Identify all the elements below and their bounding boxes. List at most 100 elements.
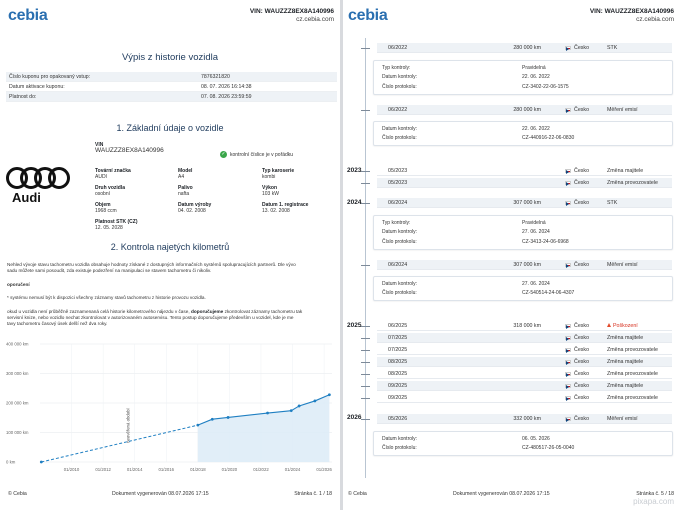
section-basic-info-title: 1. Základní údaje o vozidle xyxy=(116,123,224,133)
spec-label: Datum 1. registrace xyxy=(262,202,309,208)
detail-line: Číslo protokolu: CZ-540514-24-06-4307 xyxy=(374,289,672,299)
event: Změna provozovatele xyxy=(607,394,658,401)
timeline-tick xyxy=(361,338,370,339)
footer-copyright: © Cebia xyxy=(348,491,367,497)
timeline-year: 2023 xyxy=(347,167,362,174)
timeline-year: 2024 xyxy=(347,199,362,206)
detail-line: Datum kontroly: 06. 05. 2026 xyxy=(374,434,672,444)
warning-icon xyxy=(607,323,611,327)
coupon-value: 7876321820 xyxy=(201,73,230,80)
header-vin-text: VIN: WAUZZZ8EX8A140996 xyxy=(589,8,674,15)
timeline-tick xyxy=(361,374,370,375)
coupon-row: Číslo kuponu pro opakovaný vstup: 7876321… xyxy=(6,72,337,82)
timeline-tick xyxy=(361,350,370,351)
x-tick-label: 01/2010 xyxy=(64,467,80,472)
detail-line: Datum kontroly: 27. 06. 2024 xyxy=(374,228,672,238)
row-date: 08/2025 xyxy=(388,358,408,365)
validity-row: Platnost do: 07. 08. 2026 23:59:59 xyxy=(6,92,337,102)
detail-value: 22. 06. 2022 xyxy=(522,125,550,132)
history-row: 09/2025 Česko Změna provozovatele xyxy=(377,393,672,403)
detail-value: Pravidelná xyxy=(522,219,546,226)
spec-value: 1968 ccm xyxy=(95,208,117,215)
timeline-axis xyxy=(365,38,366,478)
spec-value: AUDI xyxy=(95,174,107,181)
row-mileage: 280 000 km xyxy=(513,106,541,113)
timeline-tick xyxy=(361,362,370,363)
header-site[interactable]: cz.cebia.com xyxy=(636,16,674,23)
data-point-5 xyxy=(289,409,293,413)
rec-text-c: zkontrolovat záznamy tachometru tak xyxy=(224,309,303,314)
recommendation-text: okud u vozidla není průběžně zaznamenaná… xyxy=(7,309,337,328)
detail-value: CZ-3402-22-06-1575 xyxy=(522,83,569,90)
history-row: 09/2025 Česko Změna majitele xyxy=(377,381,672,391)
header-vin-text: VIN: WAUZZZ8EX8A140996 xyxy=(249,8,334,15)
spec-label: Druh vozidla xyxy=(95,185,126,191)
detail-value: 22. 06. 2022 xyxy=(522,74,550,81)
watermark: pixapa.com xyxy=(633,497,674,506)
detail-label: Datum kontroly: xyxy=(382,280,418,287)
country-text: Česko xyxy=(574,322,590,329)
coupon-info-table: Číslo kuponu pro opakovaný vstup: 7876321… xyxy=(6,72,337,102)
czech-flag-icon xyxy=(565,347,571,353)
row-date: 06/2024 xyxy=(388,199,408,206)
header-site[interactable]: cz.cebia.com xyxy=(296,16,334,23)
verified-area xyxy=(197,394,330,462)
row-country: Česko xyxy=(565,45,607,51)
row-date: 06/2022 xyxy=(388,44,408,51)
validity-value: 07. 08. 2026 23:59:59 xyxy=(201,93,252,100)
timeline-tick xyxy=(361,171,370,172)
history-row: 08/2025 Česko Změna majitele xyxy=(377,357,672,367)
inspection-detail-card: Datum kontroly: 22. 06. 2022 Číslo protoko… xyxy=(373,121,673,146)
country-text: Česko xyxy=(574,106,590,113)
czech-flag-icon xyxy=(565,262,571,268)
event: STK xyxy=(607,199,618,206)
spec-value: 04. 02. 2008 xyxy=(178,208,206,215)
event: Měření emisí xyxy=(607,106,638,113)
data-point-4 xyxy=(266,411,269,415)
czech-flag-icon xyxy=(565,383,571,389)
spec-production-date: Datum výroby 04. 02. 2008 xyxy=(178,202,211,214)
vin-check: ✓ kontrolní číslice je v pořádku xyxy=(220,151,293,158)
spec-value: 12. 05. 2028 xyxy=(95,225,123,232)
x-tick-label: 01/2014 xyxy=(127,467,143,472)
detail-value: 06. 05. 2026 xyxy=(522,435,550,442)
row-country: Česko xyxy=(565,323,607,329)
cebia-logo: cebia xyxy=(348,7,388,25)
spec-body: Typ karoserie kombi xyxy=(262,168,294,180)
x-tick-label: 01/2020 xyxy=(222,467,238,472)
spec-model: Model A4 xyxy=(178,168,192,180)
data-point-1 xyxy=(196,423,200,427)
activation-label: Datum aktivace kuponu: xyxy=(9,83,65,90)
event: Měření emisí xyxy=(607,415,638,422)
data-point-0 xyxy=(39,460,43,464)
spec-value: A4 xyxy=(178,174,185,181)
history-row: 06/2022 280 000 km Česko Měření emisí xyxy=(377,105,672,115)
rec-text-bold: doporučujeme xyxy=(190,309,224,314)
timeline-tick xyxy=(361,419,370,420)
spec-volume: Objem 1968 ccm xyxy=(95,202,117,214)
activation-value: 08. 07. 2026 16:14:38 xyxy=(201,83,252,90)
country-text: Česko xyxy=(574,261,590,268)
row-date: 06/2025 xyxy=(388,322,408,329)
spec-power: Výkon 103 kW xyxy=(262,185,279,197)
spec-value: 13. 02. 2008 xyxy=(262,208,290,215)
czech-flag-icon xyxy=(565,107,571,113)
y-tick-label: 400 000 km xyxy=(6,342,29,347)
event: Změna provozovatele xyxy=(607,346,658,353)
spec-label: Model xyxy=(178,168,193,174)
timeline-tick xyxy=(361,326,370,327)
row-date: 06/2024 xyxy=(388,261,408,268)
footer-generated: Dokument vygenerován 08.07.2026 17:15 xyxy=(112,491,209,497)
detail-line: Typ kontroly: Pravidelná xyxy=(374,63,672,73)
intro-line-2: sadu můžete sami posoudit, zda existuje … xyxy=(7,268,212,274)
spec-label: Datum výroby xyxy=(178,202,212,208)
y-tick-label: 100 000 km xyxy=(6,430,29,435)
detail-value: 27. 06. 2024 xyxy=(522,229,550,236)
czech-flag-icon xyxy=(565,323,571,329)
czech-flag-icon xyxy=(565,45,571,51)
detail-label: Číslo protokolu: xyxy=(382,238,417,245)
event: Změna majitele xyxy=(607,167,644,174)
logo-text: cebia xyxy=(348,7,388,24)
row-date: 05/2023 xyxy=(388,167,408,174)
country-text: Česko xyxy=(574,346,590,353)
